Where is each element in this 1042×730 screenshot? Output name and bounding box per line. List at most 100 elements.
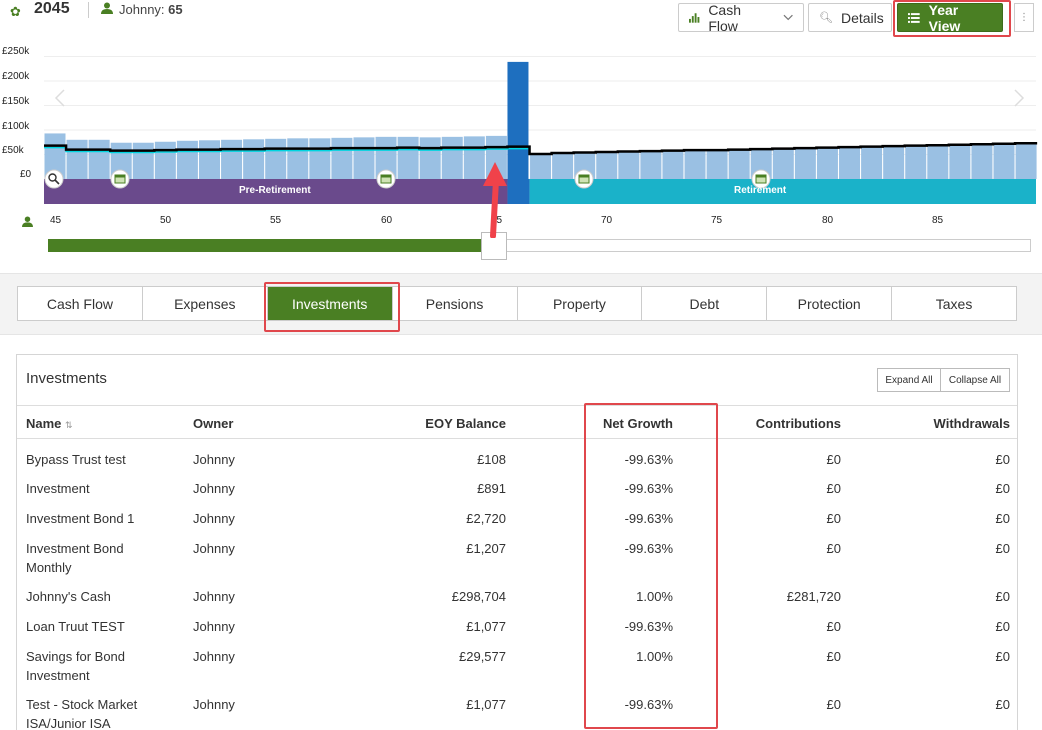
cell-withdrawals: £0 <box>995 511 1010 526</box>
chart-bar[interactable] <box>397 136 419 179</box>
calendar-event-icon[interactable] <box>110 169 130 189</box>
more-options-button[interactable]: ⋮ <box>1014 3 1034 32</box>
tab-taxes[interactable]: Taxes <box>892 287 1016 320</box>
tab-cash-flow[interactable]: Cash Flow <box>18 287 143 320</box>
chart-bar[interactable] <box>530 154 552 180</box>
top-bar: ✿ 2045 Johnny: 65 Cash Flow 🔍︎ Details Y… <box>0 0 1042 37</box>
chart-bar[interactable] <box>1015 144 1037 179</box>
chart-bar[interactable] <box>949 145 971 179</box>
cell-net-growth: -99.63% <box>624 619 673 634</box>
chart-bar[interactable] <box>287 138 309 179</box>
chart-bar[interactable] <box>309 138 331 179</box>
cell-eoy-balance: £298,704 <box>451 589 506 604</box>
tab-pensions[interactable]: Pensions <box>392 287 518 320</box>
cell-eoy-balance: £29,577 <box>459 649 506 664</box>
chart-bar[interactable] <box>66 139 88 179</box>
chart-bar[interactable] <box>419 137 441 179</box>
calendar-event-icon[interactable] <box>376 169 396 189</box>
chart-bar[interactable] <box>971 144 993 179</box>
client-name: Johnny: <box>119 2 165 17</box>
chart-bar[interactable] <box>596 151 618 179</box>
column-header-name[interactable]: Name ⇅ <box>26 416 73 431</box>
chart-bar[interactable] <box>132 142 154 179</box>
chart-bar[interactable] <box>331 137 353 179</box>
chart-bar[interactable] <box>905 146 927 179</box>
tab-debt[interactable]: Debt <box>642 287 768 320</box>
cell-net-growth: 1.00% <box>636 589 673 604</box>
cell-contributions: £281,720 <box>786 589 841 604</box>
chart-bar[interactable] <box>88 139 110 179</box>
column-header-eoy-balance: EOY Balance <box>425 416 506 431</box>
calendar-event-icon[interactable] <box>574 169 594 189</box>
chart-bar[interactable] <box>728 148 750 179</box>
collapse-all-button[interactable]: Collapse All <box>940 368 1010 392</box>
cell-eoy-balance: £2,720 <box>466 511 506 526</box>
chart-bar[interactable] <box>640 150 662 179</box>
cell-withdrawals: £0 <box>995 697 1010 712</box>
cell-owner: Johnny <box>193 649 235 664</box>
chart-bar[interactable] <box>507 61 529 179</box>
chart-bar[interactable] <box>243 139 265 179</box>
x-tick: 60 <box>381 215 393 226</box>
investment-name-line: Loan Truut TEST <box>26 619 125 634</box>
y-tick: £200k <box>2 71 30 82</box>
chart-bar[interactable] <box>176 140 198 179</box>
chart-bar[interactable] <box>706 149 728 179</box>
x-tick: 70 <box>601 215 613 226</box>
chart-bar[interactable] <box>154 141 176 179</box>
chart-bar[interactable] <box>927 145 949 179</box>
cell-owner: Johnny <box>193 697 235 712</box>
cash-flow-dropdown[interactable]: Cash Flow <box>678 2 804 34</box>
cell-net-growth: -99.63% <box>624 481 673 496</box>
tab-property[interactable]: Property <box>517 287 643 320</box>
cell-eoy-balance: £1,077 <box>466 697 506 712</box>
panel-title: Investments <box>26 370 107 387</box>
chart-bar[interactable] <box>353 137 375 179</box>
expand-all-button[interactable]: Expand All <box>877 368 941 392</box>
annotation-arrow <box>483 162 507 238</box>
cell-eoy-balance: £1,077 <box>466 619 506 634</box>
chart-bar[interactable] <box>861 146 883 179</box>
tab-expenses[interactable]: Expenses <box>142 287 268 320</box>
chart-bar[interactable] <box>265 138 287 179</box>
sort-icon[interactable]: ⇅ <box>65 420 73 430</box>
tab-investments[interactable]: Investments <box>267 287 393 320</box>
cell-owner: Johnny <box>193 541 235 556</box>
chevron-right-icon[interactable] <box>1013 89 1025 107</box>
person-icon <box>22 214 33 232</box>
chart-bar[interactable] <box>794 147 816 179</box>
investment-name-line: Savings for Bond <box>26 649 126 664</box>
tab-protection[interactable]: Protection <box>767 287 893 320</box>
chart-bar[interactable] <box>662 149 684 179</box>
zoom-icon[interactable] <box>44 169 64 189</box>
chart-bar[interactable] <box>552 153 574 179</box>
investment-name-line: Investment <box>26 668 90 683</box>
selected-year-band <box>507 179 530 204</box>
client-age: 65 <box>168 2 183 17</box>
details-button[interactable]: 🔍︎ Details <box>808 3 892 32</box>
cell-net-growth: -99.63% <box>624 541 673 556</box>
year-view-button[interactable]: Year View <box>897 2 1003 34</box>
chart-bar[interactable] <box>441 136 463 179</box>
cell-eoy-balance: £891 <box>477 481 506 496</box>
cell-owner: Johnny <box>193 511 235 526</box>
chart-bar[interactable] <box>684 149 706 179</box>
chart-bar[interactable] <box>221 139 243 179</box>
cell-net-growth: -99.63% <box>624 452 673 467</box>
x-tick: 85 <box>932 215 944 226</box>
chart-bar[interactable] <box>883 146 905 179</box>
calendar-event-icon[interactable] <box>751 169 771 189</box>
client-info: Johnny: 65 <box>119 2 183 17</box>
chart-bar[interactable] <box>839 147 861 179</box>
search-icon: 🔍︎ <box>819 12 833 24</box>
cash-flow-chart[interactable]: £250k £200k £150k £100k £50k £0 45 50 55… <box>0 34 1042 274</box>
chart-bar[interactable] <box>198 140 220 179</box>
chart-bar[interactable] <box>772 147 794 179</box>
bar-chart-icon <box>689 13 700 23</box>
cell-eoy-balance: £1,207 <box>466 541 506 556</box>
chevron-left-icon[interactable] <box>54 89 66 107</box>
chart-bar[interactable] <box>816 147 838 179</box>
chart-bar[interactable] <box>618 150 640 179</box>
chart-bar[interactable] <box>993 144 1015 179</box>
expense-line <box>44 146 530 154</box>
